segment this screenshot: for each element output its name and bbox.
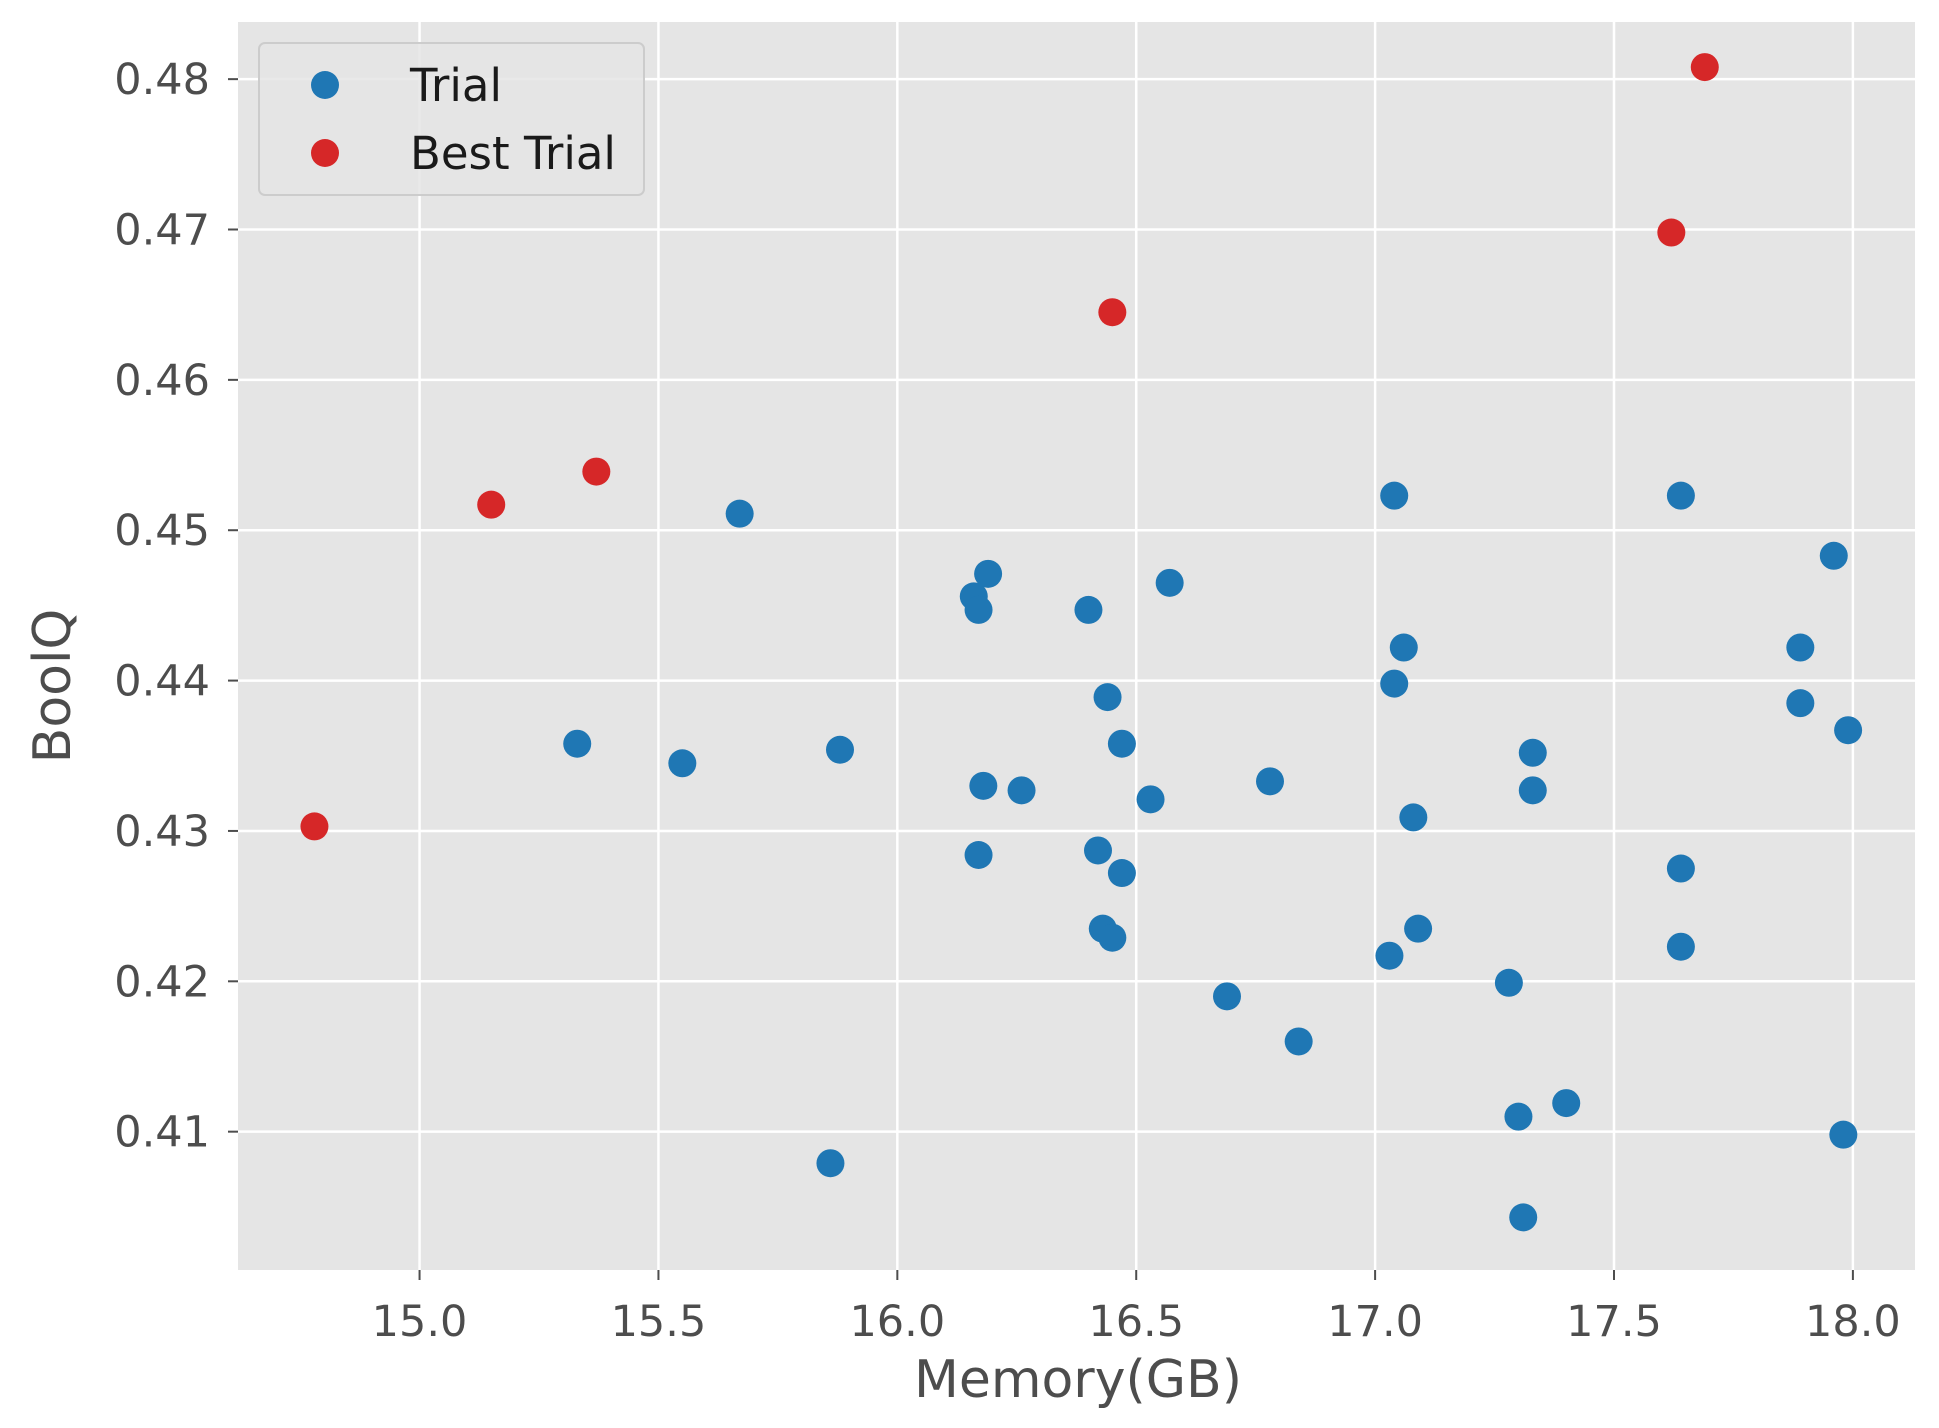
trial-point bbox=[1829, 1120, 1858, 1149]
best-trial-point bbox=[1690, 53, 1719, 82]
legend-label-trial: Trial bbox=[409, 59, 502, 112]
best-trial-point bbox=[1657, 218, 1686, 247]
y-tick-label: 0.48 bbox=[114, 55, 210, 105]
best-trial-point bbox=[582, 457, 611, 486]
y-tick-label: 0.46 bbox=[114, 356, 210, 406]
legend-marker-trial bbox=[311, 71, 339, 99]
grid-lines bbox=[238, 22, 1915, 1270]
x-tick-label: 18.0 bbox=[1805, 1297, 1901, 1347]
x-tick-label: 15.5 bbox=[611, 1297, 707, 1347]
trial-point bbox=[1552, 1089, 1581, 1118]
trial-point bbox=[1093, 683, 1122, 712]
trial-point bbox=[1518, 738, 1547, 767]
trial-point bbox=[1074, 595, 1103, 624]
y-axis-label: BoolQ bbox=[23, 609, 83, 764]
trial-point bbox=[964, 841, 993, 870]
trial-point bbox=[1518, 776, 1547, 805]
trial-point bbox=[1819, 541, 1848, 570]
trial-point bbox=[725, 499, 754, 528]
best-trial-point bbox=[300, 812, 329, 841]
plot-area-background bbox=[238, 22, 1915, 1270]
trial-point bbox=[1389, 633, 1418, 662]
trial-point bbox=[1509, 1203, 1538, 1232]
trial-point bbox=[1834, 716, 1863, 745]
trial-point bbox=[1404, 914, 1433, 943]
best-trial-point bbox=[477, 490, 506, 519]
legend-label-best-trial: Best Trial bbox=[410, 127, 616, 180]
trial-point bbox=[1504, 1102, 1533, 1131]
trial-point bbox=[1494, 968, 1523, 997]
y-tick-label: 0.44 bbox=[114, 657, 210, 707]
data-points bbox=[300, 53, 1863, 1232]
legend: Trial Best Trial bbox=[258, 42, 645, 196]
trial-point bbox=[1380, 669, 1409, 698]
trial-point bbox=[1666, 854, 1695, 883]
trial-point bbox=[816, 1149, 845, 1178]
x-tick-label: 16.0 bbox=[849, 1297, 945, 1347]
trial-point bbox=[1155, 568, 1184, 597]
trial-point bbox=[974, 559, 1003, 588]
trial-point bbox=[1084, 836, 1112, 865]
legend-marker-best-trial bbox=[311, 139, 339, 167]
trial-point bbox=[964, 595, 993, 624]
x-tick-label: 15.0 bbox=[372, 1297, 468, 1347]
trial-point bbox=[668, 749, 697, 778]
x-axis-label: Memory(GB) bbox=[914, 1350, 1242, 1410]
trial-point bbox=[1666, 481, 1695, 510]
y-tick-label: 0.41 bbox=[114, 1108, 210, 1158]
trial-point bbox=[1786, 633, 1815, 662]
x-tick-label: 17.0 bbox=[1327, 1297, 1423, 1347]
trial-point bbox=[1399, 803, 1428, 832]
axis-ticks: 15.0 15.5 16.0 16.5 17.0 17.5 18.0 0.41 0.42 0.43… bbox=[114, 55, 1901, 1347]
trial-point bbox=[1666, 932, 1695, 961]
trial-point bbox=[563, 729, 592, 758]
trial-point bbox=[1107, 729, 1136, 758]
x-tick-label: 17.5 bbox=[1566, 1297, 1662, 1347]
y-tick-label: 0.42 bbox=[114, 957, 210, 1007]
trial-point bbox=[1786, 689, 1815, 718]
trial-point bbox=[1380, 481, 1409, 510]
trial-point bbox=[1107, 859, 1136, 888]
trial-point bbox=[1213, 982, 1241, 1011]
y-tick-label: 0.43 bbox=[114, 807, 210, 857]
legend-box bbox=[258, 42, 645, 196]
trial-point bbox=[1007, 776, 1036, 805]
trial-point bbox=[969, 771, 998, 800]
trial-point bbox=[1284, 1027, 1313, 1056]
trial-point bbox=[1136, 785, 1165, 814]
trial-point bbox=[826, 735, 854, 764]
trial-point bbox=[1256, 767, 1284, 796]
trial-point bbox=[1098, 923, 1127, 952]
best-trial-point bbox=[1098, 298, 1127, 327]
y-tick-label: 0.47 bbox=[114, 205, 210, 255]
y-tick-label: 0.45 bbox=[114, 506, 210, 556]
trial-point bbox=[1375, 941, 1404, 970]
x-tick-label: 16.5 bbox=[1088, 1297, 1184, 1347]
